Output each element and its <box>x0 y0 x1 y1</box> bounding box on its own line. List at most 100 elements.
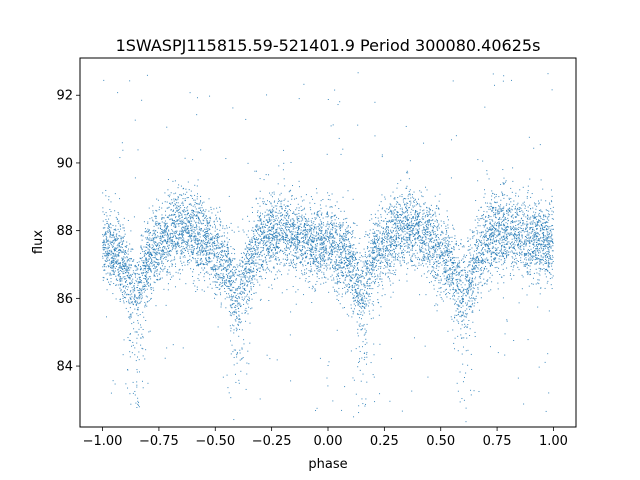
scatter-point <box>454 348 456 350</box>
scatter-point <box>405 207 407 209</box>
scatter-point <box>548 244 550 246</box>
scatter-point <box>409 193 411 195</box>
scatter-point <box>357 294 359 296</box>
scatter-point <box>272 228 274 230</box>
scatter-point <box>296 246 298 248</box>
scatter-point <box>423 226 425 228</box>
scatter-point <box>259 227 261 229</box>
scatter-point <box>282 224 284 226</box>
scatter-point <box>115 265 117 267</box>
scatter-point <box>384 228 386 230</box>
scatter-point <box>190 260 192 262</box>
scatter-point <box>253 284 255 286</box>
scatter-point <box>325 238 327 240</box>
scatter-point <box>436 225 438 227</box>
scatter-point <box>412 232 414 234</box>
scatter-point <box>157 224 159 226</box>
scatter-point <box>374 241 376 243</box>
scatter-point <box>158 206 160 208</box>
scatter-point <box>496 261 498 263</box>
scatter-point <box>153 273 155 275</box>
scatter-point <box>447 219 449 221</box>
scatter-point <box>141 380 143 382</box>
scatter-point <box>149 256 151 258</box>
scatter-point <box>394 244 396 246</box>
scatter-point <box>437 263 439 265</box>
scatter-point <box>480 292 482 294</box>
scatter-point <box>450 284 452 286</box>
scatter-point <box>311 221 313 223</box>
scatter-point <box>245 302 247 304</box>
scatter-point <box>315 235 317 237</box>
scatter-point <box>484 106 486 108</box>
scatter-point <box>385 266 387 268</box>
scatter-point <box>312 257 314 259</box>
scatter-point <box>523 265 525 267</box>
scatter-point <box>221 269 223 271</box>
scatter-point <box>503 246 505 248</box>
scatter-point <box>386 213 388 215</box>
scatter-point <box>488 251 490 253</box>
scatter-point <box>505 204 507 206</box>
scatter-point <box>425 257 427 259</box>
scatter-point <box>345 239 347 241</box>
scatter-point <box>117 254 119 256</box>
scatter-point <box>379 273 381 275</box>
scatter-point <box>438 255 440 257</box>
scatter-point <box>289 231 291 233</box>
scatter-point <box>266 268 268 270</box>
scatter-point <box>493 247 495 249</box>
scatter-point <box>238 382 240 384</box>
scatter-point <box>425 239 427 241</box>
scatter-point <box>446 296 448 298</box>
scatter-point <box>493 236 495 238</box>
scatter-point <box>404 250 406 252</box>
scatter-point <box>519 210 521 212</box>
scatter-point <box>484 258 486 260</box>
scatter-point <box>313 221 315 223</box>
scatter-point <box>127 268 129 270</box>
scatter-point <box>411 230 413 232</box>
scatter-point <box>232 273 234 275</box>
scatter-point <box>184 227 186 229</box>
scatter-point <box>243 339 245 341</box>
scatter-point <box>373 268 375 270</box>
scatter-point <box>241 283 243 285</box>
scatter-point <box>141 347 143 349</box>
scatter-point <box>375 266 377 268</box>
scatter-point <box>547 229 549 231</box>
scatter-point <box>154 223 156 225</box>
scatter-point <box>171 240 173 242</box>
scatter-point <box>177 237 179 239</box>
scatter-point <box>230 284 232 286</box>
scatter-point <box>331 193 333 195</box>
scatter-point <box>470 285 472 287</box>
scatter-point <box>356 291 358 293</box>
scatter-point <box>384 247 386 249</box>
scatter-point <box>319 219 321 221</box>
scatter-point <box>309 202 311 204</box>
scatter-point <box>148 258 150 260</box>
scatter-point <box>486 206 488 208</box>
scatter-point <box>540 210 542 212</box>
scatter-point <box>363 284 365 286</box>
scatter-point <box>310 263 312 265</box>
scatter-point <box>427 243 429 245</box>
scatter-point <box>251 298 253 300</box>
scatter-point <box>264 269 266 271</box>
scatter-point <box>551 195 553 197</box>
scatter-point <box>357 366 359 368</box>
scatter-point <box>336 249 338 251</box>
scatter-point <box>370 255 372 257</box>
scatter-point <box>401 251 403 253</box>
scatter-point <box>545 209 547 211</box>
scatter-point <box>502 232 504 234</box>
scatter-point <box>181 232 183 234</box>
scatter-point <box>180 230 182 232</box>
scatter-point <box>432 229 434 231</box>
scatter-point <box>481 248 483 250</box>
scatter-point <box>412 217 414 219</box>
scatter-point <box>280 215 282 217</box>
scatter-point <box>262 265 264 267</box>
scatter-point <box>402 222 404 224</box>
